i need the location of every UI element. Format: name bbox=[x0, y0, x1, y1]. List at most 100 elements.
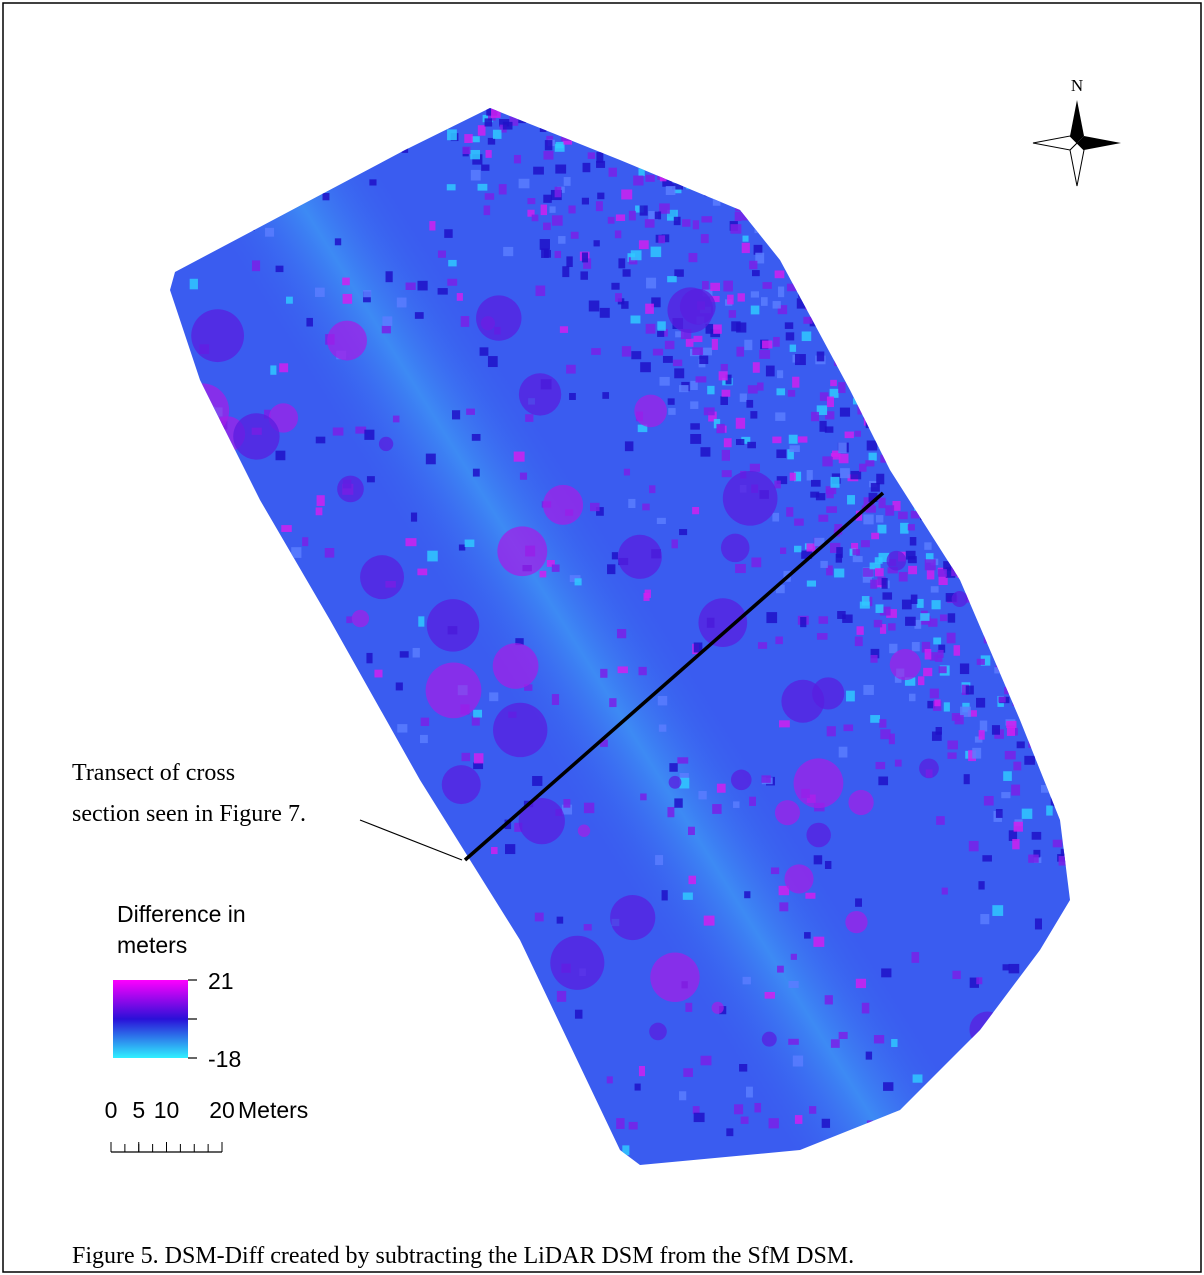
raster-cell bbox=[571, 232, 579, 239]
raster-cell bbox=[536, 286, 546, 296]
raster-cell bbox=[700, 447, 710, 456]
raster-cell bbox=[976, 698, 985, 708]
raster-cell bbox=[933, 638, 941, 645]
raster-cell bbox=[602, 392, 609, 399]
raster-cell bbox=[762, 341, 772, 349]
raster-cell bbox=[869, 453, 877, 461]
raster-cell bbox=[682, 219, 690, 226]
raster-cell bbox=[316, 508, 323, 516]
raster-cell bbox=[786, 332, 794, 340]
raster-cell bbox=[839, 1032, 848, 1039]
raster-cell bbox=[862, 596, 870, 606]
raster-cell bbox=[397, 298, 407, 308]
raster-cell bbox=[885, 505, 894, 515]
raster-cell bbox=[316, 437, 326, 444]
raster-cell bbox=[966, 686, 974, 695]
raster-blob bbox=[762, 1032, 777, 1047]
raster-cell bbox=[657, 321, 665, 330]
raster-cell bbox=[947, 752, 956, 758]
raster-cell bbox=[651, 247, 662, 257]
raster-cell bbox=[792, 377, 799, 388]
raster-cell bbox=[795, 354, 806, 365]
raster-cell bbox=[825, 861, 831, 869]
raster-cell bbox=[535, 913, 544, 922]
raster-cell bbox=[1005, 751, 1016, 760]
raster-cell bbox=[717, 784, 726, 793]
raster-cell bbox=[668, 408, 675, 415]
raster-cell bbox=[615, 230, 621, 238]
raster-cell bbox=[694, 1113, 705, 1122]
raster-cell bbox=[615, 293, 622, 302]
raster-cell bbox=[751, 557, 761, 567]
raster-cell bbox=[870, 715, 880, 723]
raster-cell bbox=[882, 592, 892, 599]
raster-cell bbox=[488, 138, 495, 145]
raster-cell bbox=[690, 434, 701, 444]
raster-cell bbox=[461, 753, 470, 761]
raster-cell bbox=[427, 551, 438, 562]
raster-cell bbox=[447, 184, 456, 190]
raster-cell bbox=[557, 991, 566, 1002]
raster-cell bbox=[751, 291, 759, 297]
raster-cell bbox=[600, 308, 610, 318]
raster-cell bbox=[485, 193, 494, 200]
raster-cell bbox=[473, 469, 480, 477]
raster-cell bbox=[673, 360, 682, 366]
raster-cell bbox=[472, 434, 481, 441]
raster-blob bbox=[669, 776, 682, 789]
raster-cell bbox=[569, 393, 576, 400]
raster-cell bbox=[905, 617, 916, 626]
raster-cell bbox=[281, 525, 291, 532]
raster-blob bbox=[191, 309, 244, 362]
raster-cell bbox=[621, 301, 628, 309]
raster-cell bbox=[939, 666, 947, 673]
raster-cell bbox=[1006, 721, 1016, 728]
raster-cell bbox=[444, 229, 452, 238]
raster-cell bbox=[707, 386, 714, 394]
raster-cell bbox=[665, 341, 675, 349]
raster-cell bbox=[405, 538, 416, 546]
raster-cell bbox=[584, 803, 594, 814]
raster-cell bbox=[640, 205, 648, 215]
raster-cell bbox=[693, 220, 699, 229]
raster-blob bbox=[327, 321, 367, 361]
raster-blob bbox=[650, 953, 699, 1002]
raster-cell bbox=[940, 614, 947, 621]
raster-cell bbox=[938, 569, 947, 577]
raster-cell bbox=[924, 542, 931, 550]
raster-cell bbox=[789, 445, 799, 452]
raster-cell bbox=[913, 1074, 923, 1082]
raster-cell bbox=[589, 301, 600, 312]
raster-cell bbox=[816, 493, 825, 500]
raster-cell bbox=[690, 401, 698, 409]
raster-cell bbox=[819, 616, 828, 624]
raster-cell bbox=[786, 507, 793, 516]
raster-cell bbox=[882, 578, 888, 589]
raster-cell bbox=[438, 288, 448, 295]
raster-cell bbox=[701, 216, 712, 222]
raster-cell bbox=[827, 726, 836, 736]
raster-cell bbox=[831, 477, 840, 488]
raster-blob bbox=[426, 662, 482, 718]
raster-blob bbox=[497, 526, 547, 576]
raster-cell bbox=[438, 251, 446, 258]
raster-cell bbox=[1022, 809, 1033, 819]
raster-cell bbox=[448, 260, 456, 266]
raster-cell bbox=[683, 892, 693, 899]
raster-cell bbox=[685, 1003, 692, 1012]
raster-cell bbox=[788, 390, 795, 397]
raster-cell bbox=[825, 995, 833, 1004]
raster-cell bbox=[976, 977, 982, 984]
raster-cell bbox=[608, 217, 615, 224]
raster-cell bbox=[325, 548, 335, 558]
raster-cell bbox=[859, 464, 866, 472]
raster-cell bbox=[827, 397, 834, 408]
raster-cell bbox=[618, 666, 628, 673]
raster-cell bbox=[625, 441, 633, 451]
raster-cell bbox=[936, 727, 942, 735]
raster-cell bbox=[750, 411, 757, 418]
raster-cell bbox=[826, 506, 837, 513]
raster-cell bbox=[674, 217, 681, 225]
raster-blob bbox=[519, 373, 561, 415]
raster-cell bbox=[540, 239, 550, 250]
